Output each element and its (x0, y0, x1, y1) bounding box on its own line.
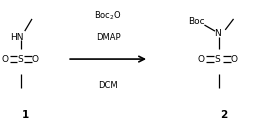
Text: S: S (215, 55, 221, 64)
Text: Boc$_2$O: Boc$_2$O (94, 9, 122, 22)
Text: O: O (231, 55, 238, 64)
Text: Boc: Boc (188, 17, 204, 26)
Text: 2: 2 (220, 110, 227, 120)
Text: O: O (32, 55, 39, 64)
Text: O: O (1, 55, 8, 64)
Text: DMAP: DMAP (96, 33, 120, 42)
Text: S: S (17, 55, 23, 64)
Text: 1: 1 (22, 110, 29, 120)
Text: O: O (198, 55, 205, 64)
Text: DCM: DCM (98, 81, 118, 90)
Text: HN: HN (11, 33, 24, 42)
Text: N: N (214, 29, 221, 38)
